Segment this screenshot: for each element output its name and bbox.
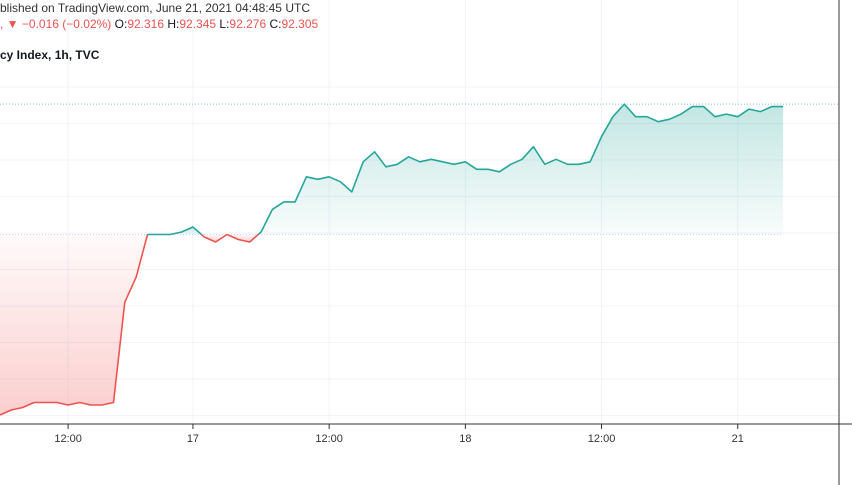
x-tick-label: 18 xyxy=(459,433,471,445)
series-line-down xyxy=(200,233,228,243)
ohlc-legend: , ▼ −0.016 (−0.02%) O:92.316 H:92.345 L:… xyxy=(0,17,318,31)
series-line-up xyxy=(257,103,784,236)
open-value: 92.316 xyxy=(127,17,165,31)
chart-title: cy Index, 1h, TVC xyxy=(0,48,100,62)
x-tick-label: 12:00 xyxy=(54,433,82,445)
x-tick-label: 12:00 xyxy=(588,433,616,445)
x-axis-ticks: 12:00 17 12:00 18 12:00 21 xyxy=(54,424,744,445)
low-label: L: xyxy=(219,17,230,31)
baseline-fill xyxy=(0,104,784,415)
change-arrow: , ▼ xyxy=(0,17,19,31)
area-below-baseline xyxy=(227,234,259,242)
close-label: C: xyxy=(269,17,282,31)
open-label: O: xyxy=(114,17,128,31)
x-tick-label: 17 xyxy=(187,433,199,445)
area-above-baseline xyxy=(147,227,202,235)
change-value: −0.016 (−0.02%) xyxy=(21,17,112,31)
series-line-down xyxy=(0,234,149,416)
x-tick-label: 21 xyxy=(732,433,744,445)
low-value: 92.276 xyxy=(229,17,267,31)
area-below-baseline xyxy=(201,234,227,242)
area-below-baseline xyxy=(0,234,148,415)
close-value: 92.305 xyxy=(281,17,319,31)
area-above-baseline xyxy=(258,104,784,235)
high-value: 92.345 xyxy=(179,17,217,31)
high-label: H: xyxy=(167,17,180,31)
series-line-down xyxy=(226,233,259,243)
price-line xyxy=(0,103,784,416)
series-line-up xyxy=(147,226,203,236)
published-note: blished on TradingView.com, June 21, 202… xyxy=(0,1,310,15)
x-tick-label: 12:00 xyxy=(315,433,343,445)
